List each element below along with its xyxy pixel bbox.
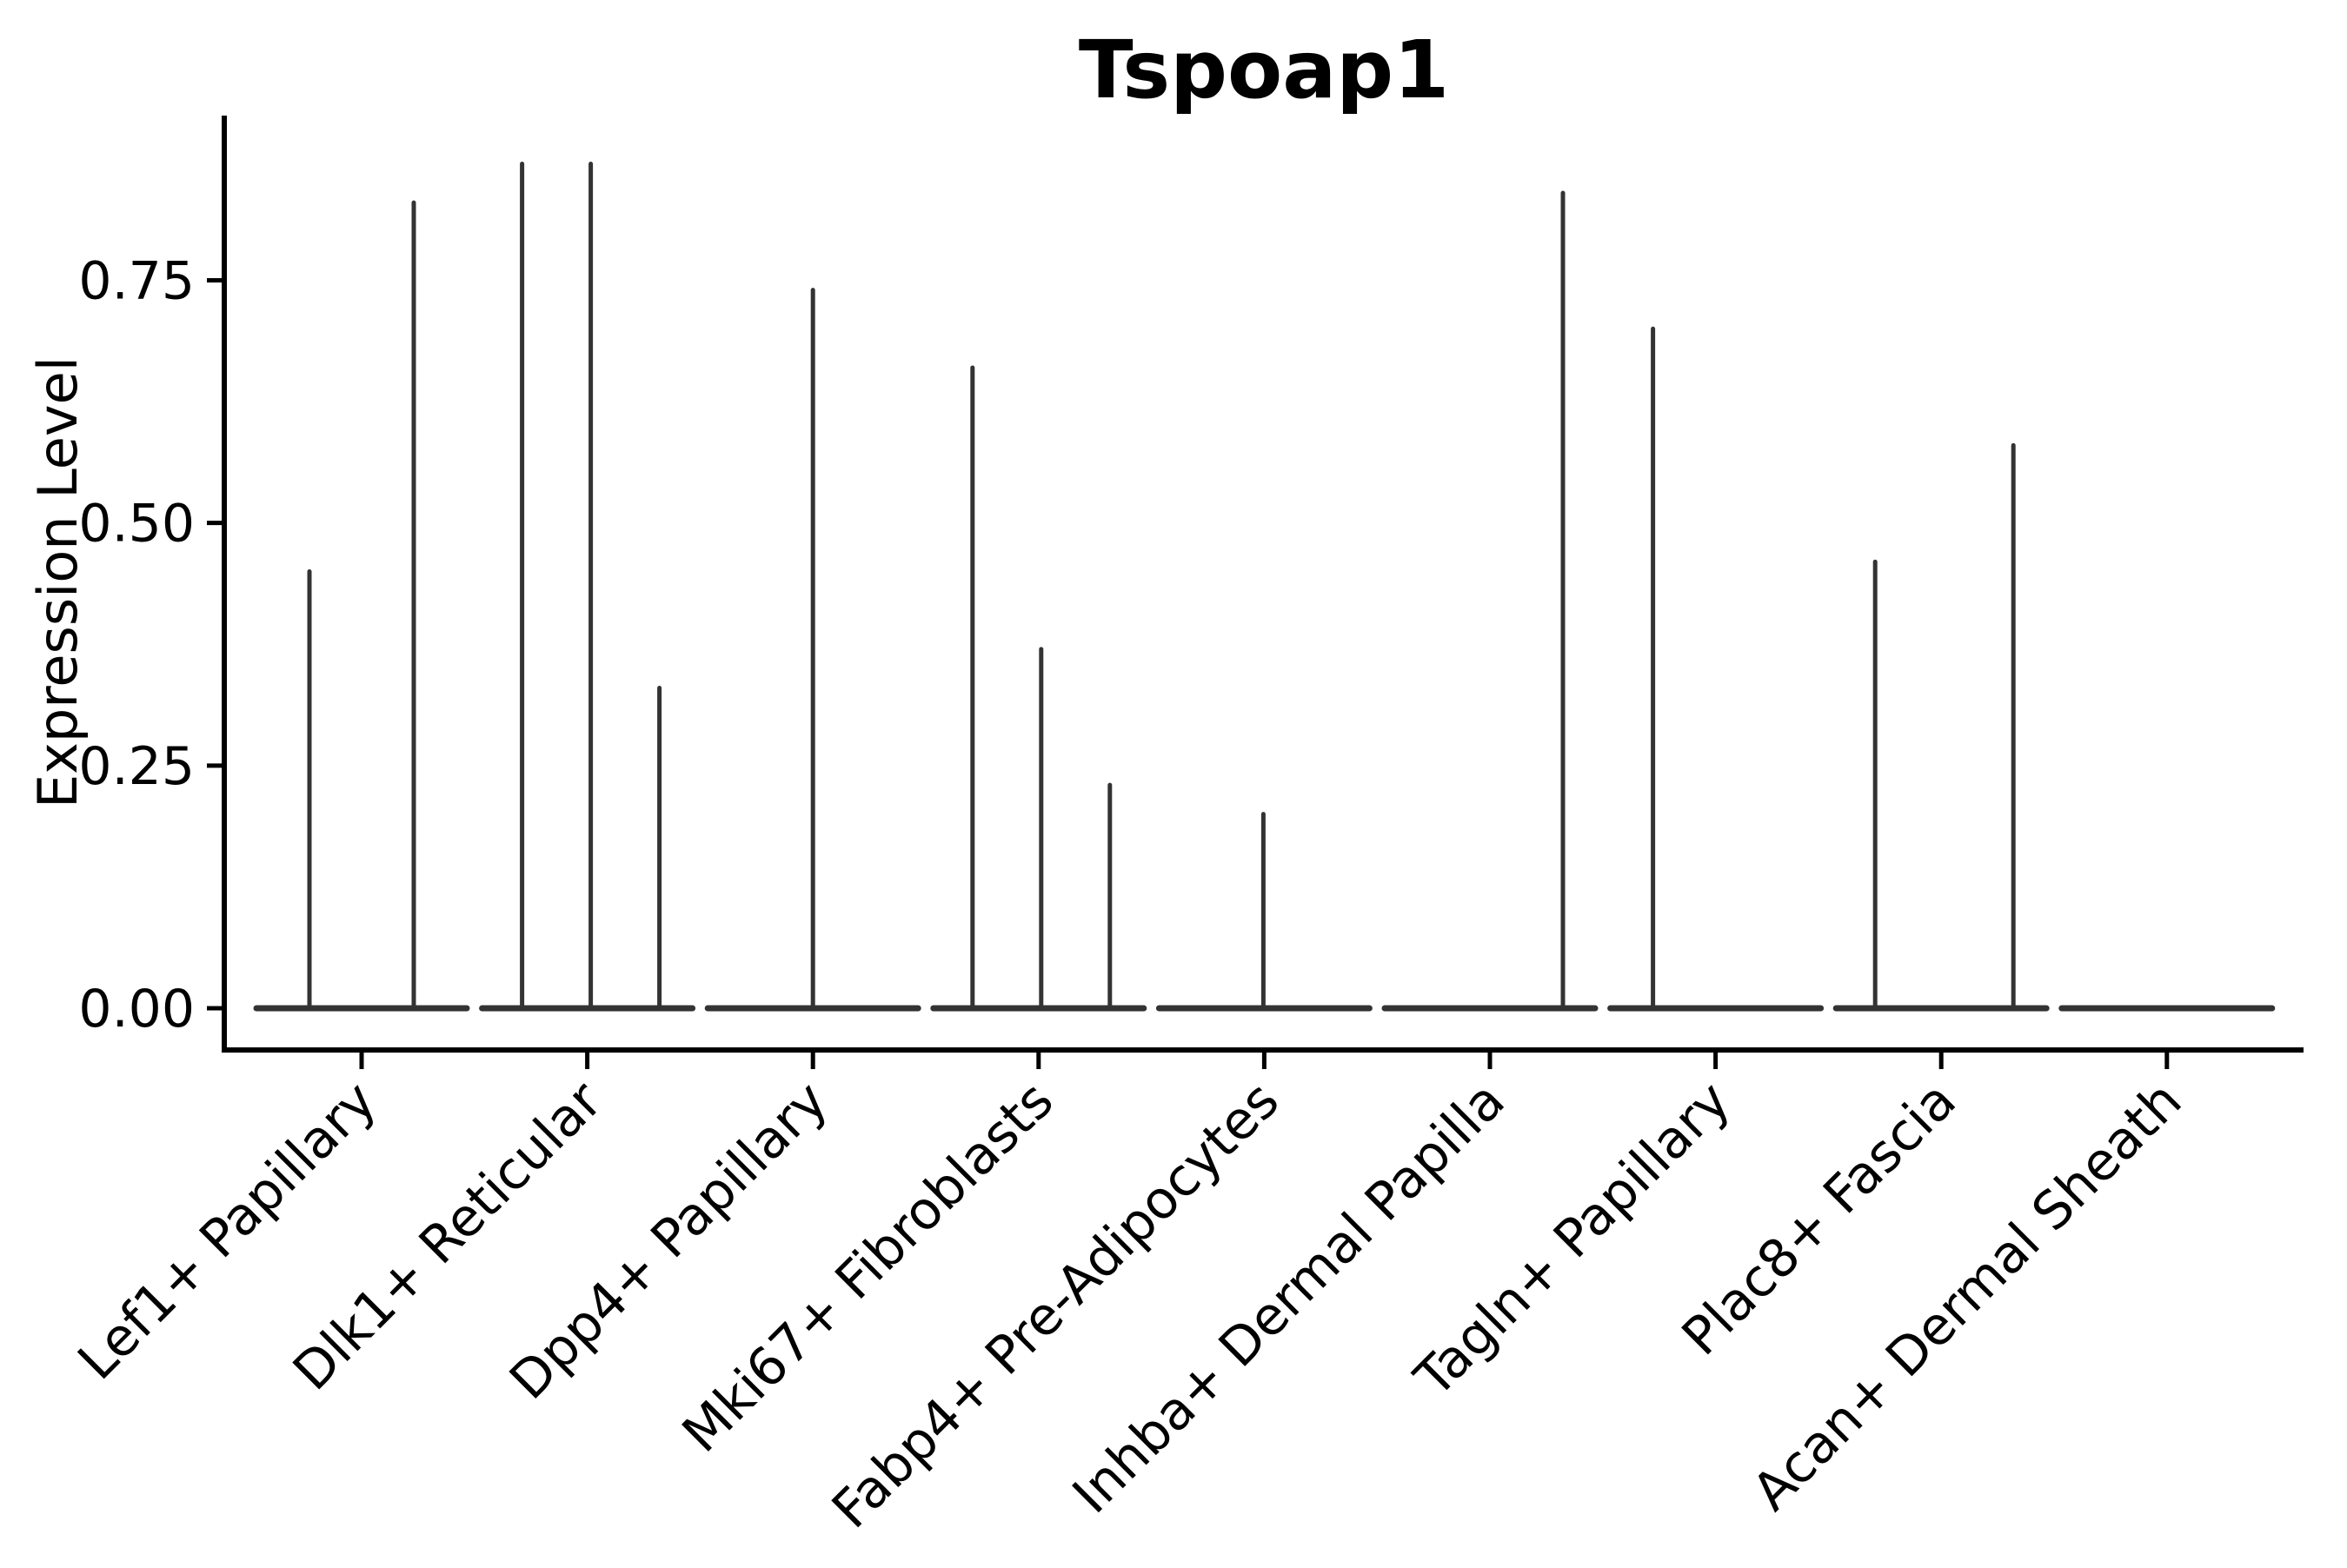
y-axis-label: Expression Level (26, 356, 90, 808)
y-tick-label: 0.50 (78, 494, 195, 555)
x-tick-label: Fabp4+ Pre-Adipocytes (821, 1070, 1291, 1540)
y-tick-label: 0.00 (78, 979, 195, 1040)
y-tick-label: 0.75 (78, 250, 195, 311)
x-tick-label: Inhba+ Dermal Papilla (1061, 1070, 1517, 1525)
x-tick-label: Acan+ Dermal Sheath (1741, 1070, 2194, 1523)
x-tick-label: Mki67+ Fibroblasts (671, 1070, 1066, 1465)
violins-group (253, 161, 2276, 1012)
chart-title: Tspoap1 (1079, 23, 1449, 116)
y-tick-label: 0.25 (78, 736, 195, 797)
